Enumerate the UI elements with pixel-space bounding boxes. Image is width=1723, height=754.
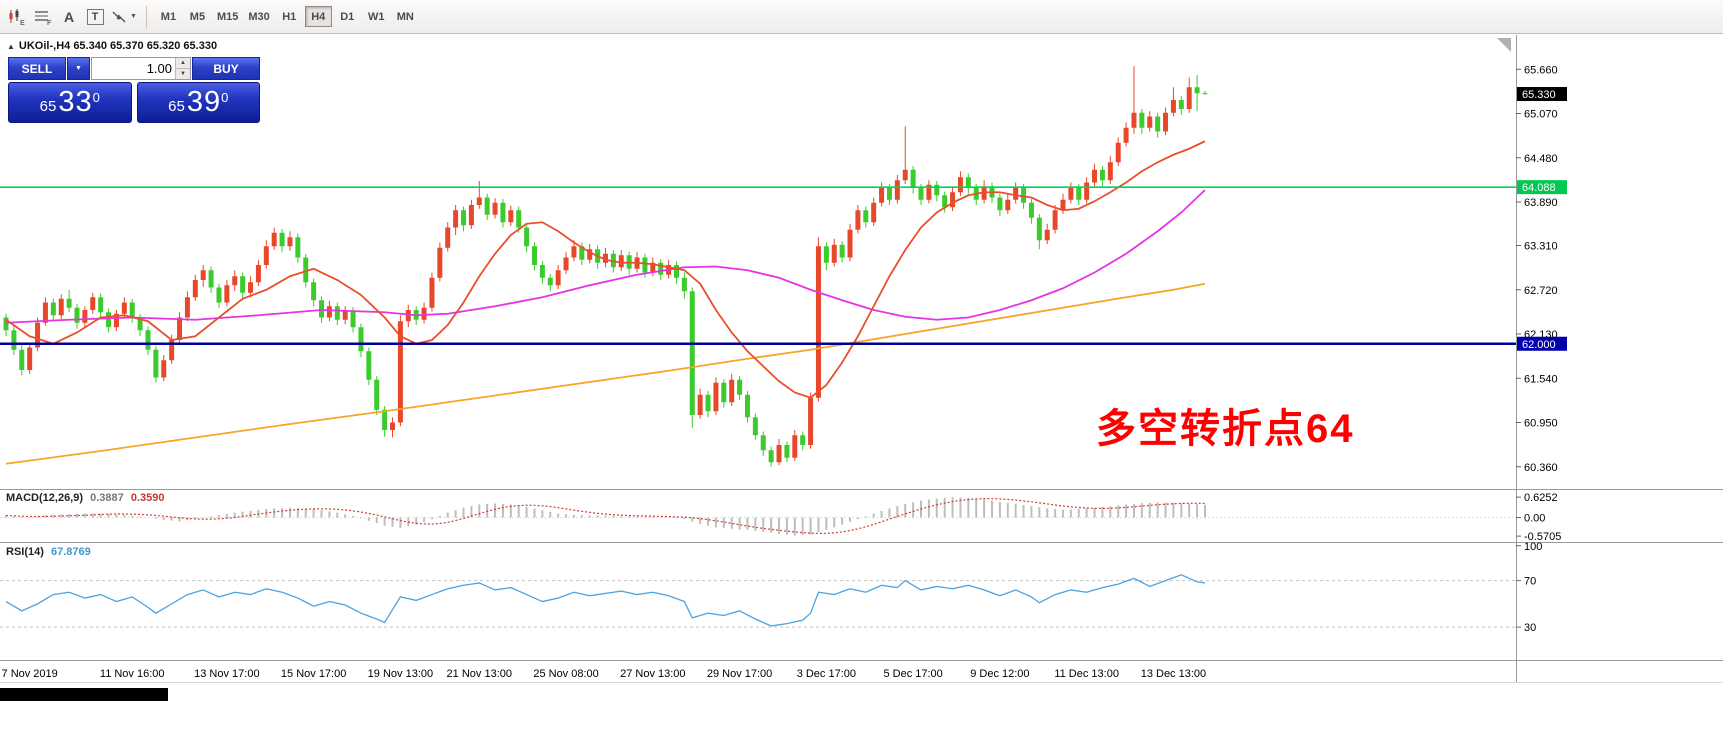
time-axis-label: 13 Nov 17:00 [194, 668, 259, 680]
time-axis-label: 11 Dec 13:00 [1054, 668, 1119, 680]
time-axis-label: 13 Dec 13:00 [1141, 668, 1206, 680]
cursor-tool-button[interactable]: ▼ [109, 5, 138, 29]
one-click-trading-panel: SELL ▼ ▲ ▼ BUY 65 33 0 65 39 0 [8, 57, 260, 123]
rsi-label: RSI(14) 67.8769 [6, 546, 91, 558]
time-axis-label: 9 Dec 12:00 [970, 668, 1029, 680]
time-axis-label: 25 Nov 08:00 [533, 668, 598, 680]
time-axis-label: 15 Nov 17:00 [281, 668, 346, 680]
collapse-arrow-icon[interactable]: ▲ [7, 41, 15, 51]
sell-price-sup: 0 [92, 90, 100, 105]
mid-ma-line[interactable] [5, 189, 1206, 324]
sell-price-big: 33 [58, 86, 93, 118]
toolbar: E F A T ▼ M1 M5 M15 M30 H1 H4 D1 W1 MN [0, 0, 1723, 34]
price-tick-label: 65.660 [1524, 64, 1558, 76]
timeframe-m15-button[interactable]: M15 [213, 6, 242, 27]
buy-price-sup: 0 [221, 90, 229, 105]
volume-increase-button[interactable]: ▲ [176, 58, 190, 69]
price-tag-label: 64.088 [1522, 182, 1556, 194]
time-axis-label: 7 Nov 2019 [2, 668, 58, 680]
macd-name: MACD(12,26,9) [6, 492, 84, 504]
slow-ma-line[interactable] [5, 282, 1206, 465]
chart-type-button[interactable]: E [5, 5, 29, 29]
time-axis-label: 3 Dec 17:00 [797, 668, 856, 680]
time-axis-label: 27 Nov 13:00 [620, 668, 685, 680]
symbol-ohlc-info: ▲ UKOil-,H4 65.340 65.370 65.320 65.330 [7, 40, 217, 52]
time-axis-label: 21 Nov 13:00 [447, 668, 512, 680]
timeframe-bar: M1 M5 M15 M30 H1 H4 D1 W1 MN [154, 6, 420, 27]
volume-decrease-button[interactable]: ▼ [176, 69, 190, 79]
rsi-tick-label: 70 [1524, 576, 1536, 588]
symbol-ohlc-text: UKOil-,H4 65.340 65.370 65.320 65.330 [18, 40, 218, 52]
sell-button[interactable]: SELL [8, 57, 66, 80]
macd-tick-label: 0.6252 [1524, 492, 1558, 504]
rsi-value: 67.8769 [50, 546, 91, 558]
macd-value: 0.3887 [90, 492, 124, 504]
macd-label: MACD(12,26,9) 0.3887 0.3590 [6, 492, 164, 504]
macd-histogram [5, 497, 1206, 536]
timeframe-w1-button[interactable]: W1 [363, 6, 390, 27]
price-tick-label: 60.950 [1524, 418, 1558, 430]
rsi-line [5, 574, 1206, 627]
timeframe-m5-button[interactable]: M5 [184, 6, 211, 27]
timeframe-m30-button[interactable]: M30 [244, 6, 273, 27]
time-axis-label: 5 Dec 17:00 [883, 668, 942, 680]
volume-dropdown-button[interactable]: ▼ [67, 57, 90, 80]
sell-price-panel[interactable]: 65 33 0 [8, 82, 132, 123]
svg-text:F: F [47, 20, 52, 26]
buy-price-panel[interactable]: 65 39 0 [136, 82, 260, 123]
sell-price-prefix: 65 [39, 98, 57, 115]
price-tick-label: 63.310 [1524, 241, 1558, 253]
candlestick-chart-icon: E [9, 8, 25, 26]
h-scrollbar-thumb[interactable] [0, 688, 168, 701]
cursor-arrows-icon [112, 11, 126, 22]
svg-text:E: E [20, 20, 25, 26]
label-tool-button[interactable]: A [63, 8, 75, 25]
timeframe-h4-button[interactable]: H4 [304, 6, 332, 27]
text-box-icon: T [86, 8, 104, 25]
volume-input[interactable] [92, 58, 175, 79]
annotation-text: 多空转折点64 [1096, 407, 1355, 451]
time-axis-label: 19 Nov 13:00 [368, 668, 433, 680]
price-tag [1517, 180, 1567, 195]
macd-signal-line [5, 498, 1205, 535]
price-tag [1517, 336, 1567, 351]
price-tick-label: 63.890 [1524, 197, 1558, 209]
price-tag-label: 62.000 [1522, 339, 1556, 351]
chevron-down-icon: ▼ [130, 13, 137, 20]
buy-price-big: 39 [186, 86, 222, 118]
rsi-tick-label: 100 [1524, 541, 1542, 553]
macd-signal-value: 0.3590 [130, 492, 165, 504]
indicator-list-button[interactable]: F [31, 5, 55, 29]
price-tick-label: 61.540 [1524, 373, 1558, 385]
macd-tick-label: 0.00 [1524, 513, 1545, 525]
toolbar-separator [145, 5, 147, 28]
volume-spinner: ▲ ▼ [175, 58, 190, 79]
fast-ma-line[interactable] [5, 140, 1206, 399]
time-axis-label: 29 Nov 17:00 [707, 668, 772, 680]
timeframe-mn-button[interactable]: MN [392, 6, 419, 27]
price-tick-label: 60.360 [1524, 462, 1558, 474]
buy-price-prefix: 65 [168, 98, 185, 115]
price-tick-label: 64.480 [1524, 153, 1558, 165]
timeframe-h1-button[interactable]: H1 [276, 6, 303, 27]
time-axis-label: 11 Nov 16:00 [100, 668, 165, 680]
candles [3, 66, 1208, 467]
timeframe-m1-button[interactable]: M1 [155, 6, 182, 27]
macd-tick-label: -0.5705 [1524, 531, 1561, 543]
text-tool-button[interactable]: T [83, 5, 107, 29]
price-tag [1517, 87, 1567, 101]
volume-field: ▲ ▼ [91, 57, 191, 80]
rsi-name: RSI(14) [6, 546, 44, 558]
timeframe-d1-button[interactable]: D1 [334, 6, 361, 27]
list-lines-icon: F [35, 10, 52, 26]
buy-button[interactable]: BUY [192, 57, 260, 80]
price-tick-label: 62.720 [1524, 285, 1558, 297]
price-tick-label: 65.070 [1524, 109, 1558, 121]
chevron-down-icon: ▼ [75, 65, 82, 72]
autoscroll-marker-icon[interactable] [1497, 38, 1511, 52]
price-tag-label: 65.330 [1522, 89, 1556, 101]
rsi-tick-label: 30 [1524, 622, 1536, 634]
